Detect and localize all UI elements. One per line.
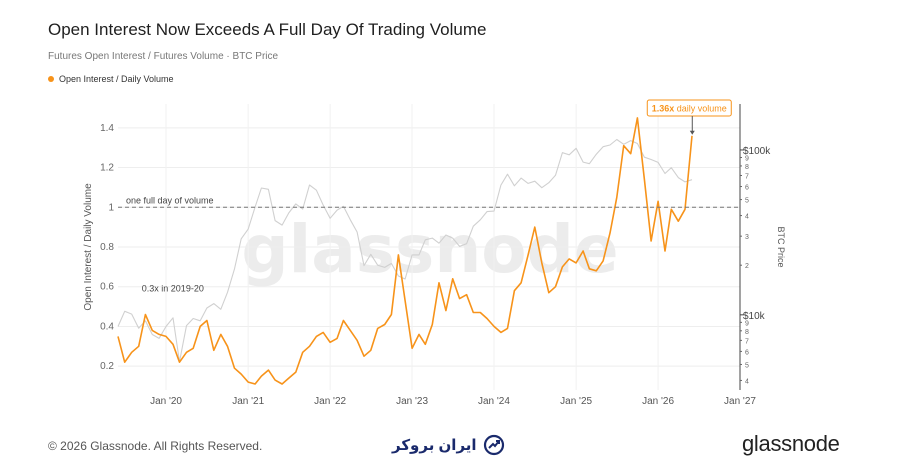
legend[interactable]: Open Interest / Daily Volume: [48, 74, 174, 84]
watermark: glassnode: [241, 211, 618, 288]
right-major-tick-label: $100k: [743, 146, 771, 157]
right-minor-tick-label: 6: [745, 349, 749, 356]
right-minor-tick-label: 5: [745, 198, 749, 205]
annotation-2019-20: 0.3x in 2019-20: [142, 284, 204, 294]
annotation-callout-box: [646, 99, 732, 117]
x-tick-label: Jan '25: [560, 396, 592, 407]
partner-logo: ایران بروکر: [392, 434, 505, 456]
partner-logo-icon: [483, 434, 504, 456]
right-minor-tick-label: 7: [745, 338, 749, 345]
x-tick-label: Jan '21: [232, 396, 264, 407]
right-minor-tick-label: 2: [745, 263, 749, 270]
right-minor-tick-label: 3: [745, 234, 749, 241]
x-tick-label: Jan '27: [724, 396, 756, 407]
right-major-tick-label: $10k: [743, 311, 766, 322]
y-axis-label: Open Interest / Daily Volume: [83, 183, 94, 311]
right-axis-label: BTC Price: [776, 226, 786, 267]
y-tick-label: 0.6: [100, 282, 114, 293]
chart-subtitle: Futures Open Interest / Futures Volume ·…: [48, 51, 279, 62]
x-tick-label: Jan '20: [150, 396, 182, 407]
partner-logo-text: ایران بروکر: [392, 437, 477, 454]
y-tick-label: 0.2: [100, 361, 114, 372]
chart-svg: glassnode 0.2 0.4 0.6 0.8 1 1.2 1.4 Jan '20 Jan '…: [83, 99, 786, 407]
legend-label: Open Interest / Daily Volume: [59, 74, 174, 84]
x-tick-label: Jan '24: [478, 396, 510, 407]
y-tick-label: 0.8: [100, 242, 114, 253]
y-tick-label: 1.2: [100, 163, 114, 174]
x-tick-label: Jan '26: [642, 396, 674, 407]
y-tick-label: 0.4: [100, 321, 114, 332]
right-minor-tick-label: 6: [745, 185, 749, 192]
y-tick-label: 1: [108, 202, 114, 213]
legend-swatch: [48, 76, 54, 82]
reference-line-label: one full day of volume: [126, 195, 214, 205]
x-tick-label: Jan '23: [396, 396, 428, 407]
right-minor-tick-label: 4: [745, 214, 749, 221]
y-tick-label: 1.4: [100, 123, 114, 134]
right-minor-tick-label: 4: [745, 378, 749, 385]
right-minor-tick-label: 5: [745, 362, 749, 369]
right-minor-tick-label: 9: [745, 320, 749, 327]
right-minor-tick-label: 7: [745, 173, 749, 180]
annotation-current-value: 1.36x daily volume: [652, 104, 727, 114]
series-oi-volume-line: [117, 117, 693, 385]
x-tick-label: Jan '22: [314, 396, 346, 407]
right-minor-tick-label: 8: [745, 164, 749, 171]
series-btc-price-line: [117, 138, 693, 363]
right-minor-tick-label: 9: [745, 156, 749, 163]
chart-title: Open Interest Now Exceeds A Full Day Of …: [48, 20, 487, 39]
brand-logo: glassnode: [742, 431, 840, 456]
copyright: © 2026 Glassnode. All Rights Reserved.: [48, 439, 263, 453]
right-minor-tick-label: 8: [745, 329, 749, 336]
annotation-arrowhead: [689, 130, 695, 135]
